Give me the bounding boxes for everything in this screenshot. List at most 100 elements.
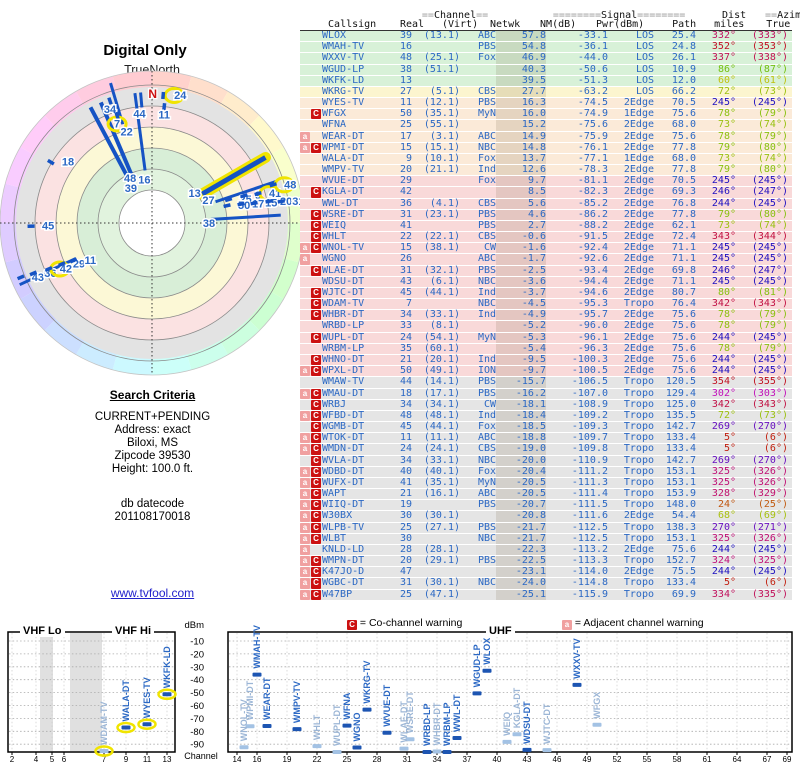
station-bar bbox=[382, 730, 392, 735]
radar-tick bbox=[107, 97, 113, 105]
station-bar bbox=[422, 749, 432, 754]
azimuth-wedge bbox=[112, 354, 152, 375]
radar-channel-label: 22 bbox=[120, 126, 132, 138]
station-label: WWL-DT bbox=[452, 694, 462, 732]
radar-tick bbox=[27, 224, 35, 229]
radar-channel-label: 11 bbox=[158, 110, 170, 122]
table-row: a C WMDN-DT 24 (24.1) CBS -19.0 -109.8 Tropo 133.… bbox=[300, 444, 792, 456]
station-label: WFNA bbox=[342, 692, 352, 719]
adjacent-warning-badge: a bbox=[300, 567, 310, 578]
site-link-wrap: www.tvfool.com bbox=[35, 586, 270, 600]
radar-channel-label: 45 bbox=[42, 221, 54, 233]
tvfool-link[interactable]: www.tvfool.com bbox=[110, 586, 195, 600]
station-bar bbox=[362, 707, 372, 712]
channel-tick-label: 19 bbox=[283, 755, 292, 764]
table-row: C WEIQ 41 PBS 2.7 -88.2 2Edge 62.1 73° (74°) bbox=[300, 220, 792, 233]
station-bar bbox=[342, 723, 352, 728]
table-row: a WGNO 26 ABC -1.7 -92.6 2Edge 71.1 245° (245°) bbox=[300, 254, 792, 266]
station-bar bbox=[252, 672, 262, 677]
search-criteria-heading: Search Criteria bbox=[109, 388, 196, 402]
co-channel-warning-badge: C bbox=[311, 466, 321, 477]
legend-adjacent-channel: a = Adjacent channel warning bbox=[562, 617, 704, 630]
azimuth-wedge bbox=[187, 76, 228, 106]
azimuth-wedge bbox=[269, 147, 299, 188]
adjacent-warning-badge: a bbox=[300, 366, 310, 377]
table-row: a C WNOL-TV 15 (38.1) CW -1.6 -92.4 2Edge 71.1 245… bbox=[300, 243, 792, 255]
vhf-gap-band bbox=[70, 633, 102, 751]
radar-channel-label: 39 bbox=[125, 183, 137, 195]
co-channel-warning-badge: C bbox=[311, 455, 321, 466]
station-label: WGNO bbox=[352, 713, 362, 742]
channel-tick-label: 37 bbox=[463, 755, 472, 764]
channel-tick-label: 64 bbox=[733, 755, 742, 764]
radar-signal-line bbox=[139, 92, 144, 108]
radar-tick bbox=[223, 203, 231, 209]
adjacent-channel-text: = Adjacent channel warning bbox=[574, 617, 704, 629]
station-bar bbox=[312, 744, 322, 749]
azimuth-wedge bbox=[152, 71, 192, 92]
radar-channel-label: 9 bbox=[255, 190, 261, 202]
radar-channel-label: 13 bbox=[188, 188, 200, 200]
table-header-groups: ==Channel== ========Signal======== Dist … bbox=[421, 10, 800, 21]
table-row: a C WIIQ-DT 19 PBS -20.7 -111.5 Tropo 148.0 24° (2… bbox=[300, 500, 792, 512]
adjacent-warning-badge: a bbox=[300, 511, 310, 522]
dbm-tick-label: -60 bbox=[190, 701, 204, 712]
dbm-tick-label: -90 bbox=[190, 740, 204, 751]
co-channel-warning-badge: C bbox=[311, 477, 321, 489]
dbm-tick-label: -50 bbox=[190, 688, 204, 699]
station-bar bbox=[572, 682, 582, 687]
adjacent-channel-badge: a bbox=[562, 620, 572, 630]
station-bar bbox=[472, 691, 482, 696]
co-channel-warning-badge: C bbox=[311, 589, 321, 600]
db-datecode-label: db datecode bbox=[120, 498, 185, 510]
co-channel-warning-badge: C bbox=[311, 209, 321, 220]
channel-tick-label: 7 bbox=[102, 755, 107, 764]
station-bar bbox=[262, 724, 272, 729]
table-row: a C WLBT 30 NBC -21.7 -112.5 Tropo 153.1 325° (326… bbox=[300, 533, 792, 545]
dbm-tick-label: -40 bbox=[190, 675, 204, 686]
co-channel-warning-badge: C bbox=[311, 444, 321, 455]
radar-channel-label: 20 bbox=[280, 196, 292, 208]
station-bar bbox=[399, 746, 409, 751]
azimuth-wedge bbox=[20, 291, 56, 331]
adjacent-warning-badge: a bbox=[300, 556, 310, 567]
table-row: WFNA 25 (55.1) 15.2 -75.6 2Edge 68.0 73° (74°) bbox=[300, 120, 792, 132]
radar-channel-label: 34 bbox=[104, 104, 117, 116]
station-label: WMPV-TV bbox=[292, 681, 302, 723]
table-row: C WDAM-TV 7 NBC -4.5 -95.3 Tropo 76.4 342° (343°) bbox=[300, 299, 792, 311]
channel-tick-label: 52 bbox=[613, 755, 622, 764]
channel-tick-label: 5 bbox=[50, 755, 55, 764]
station-bar bbox=[332, 750, 342, 754]
station-label: WLAE-DT bbox=[399, 701, 409, 743]
co-channel-warning-badge: C bbox=[311, 265, 321, 276]
pending-highlight bbox=[116, 721, 136, 734]
radar-tick bbox=[16, 274, 25, 281]
table-row: WKRG-TV 27 (5.1) CBS 27.7 -63.2 LOS 66.2 72° (73°… bbox=[300, 86, 792, 99]
dbm-tick-label: -20 bbox=[190, 649, 204, 660]
vhf-gap-band bbox=[40, 633, 53, 751]
co-channel-warning-badge: C bbox=[311, 578, 321, 589]
table-row: C WGMB-DT 45 (44.1) Fox -18.5 -109.3 Tropo 142.7… bbox=[300, 421, 792, 434]
table-row: C WFGX 50 (35.1) MyN 16.0 -74.9 1Edge 75.6 78° (79… bbox=[300, 109, 792, 121]
channel-tick-label: 61 bbox=[703, 755, 712, 764]
db-datecode-value: 201108170018 bbox=[114, 511, 191, 523]
station-bar bbox=[512, 732, 522, 737]
co-channel-warning-badge: C bbox=[311, 354, 321, 366]
channel-tick-label: 4 bbox=[34, 755, 39, 764]
station-bar bbox=[522, 747, 532, 752]
channel-tick-label: 58 bbox=[673, 755, 682, 764]
azimuth-wedge bbox=[0, 223, 21, 263]
station-bar bbox=[432, 749, 442, 754]
co-channel-warning-badge: C bbox=[311, 500, 321, 511]
station-bar bbox=[245, 724, 255, 729]
station-label: WLOX bbox=[482, 638, 492, 665]
dbm-tick-label: -70 bbox=[190, 714, 204, 725]
table-row: WMPV-TV 20 (21.1) Ind 12.6 -78.3 2Edge 77.8 79°(… bbox=[300, 164, 792, 177]
station-label: WJTC-DT bbox=[542, 703, 552, 744]
station-label: WALA-DT bbox=[121, 680, 131, 722]
adjacent-warning-badge: a bbox=[300, 410, 310, 422]
signal-table: ==Channel== ========Signal======== Dist … bbox=[300, 10, 800, 601]
station-bar bbox=[452, 736, 462, 741]
vhf-hi-title: VHF Hi bbox=[112, 625, 155, 637]
channel-tick-label: 16 bbox=[253, 755, 262, 764]
